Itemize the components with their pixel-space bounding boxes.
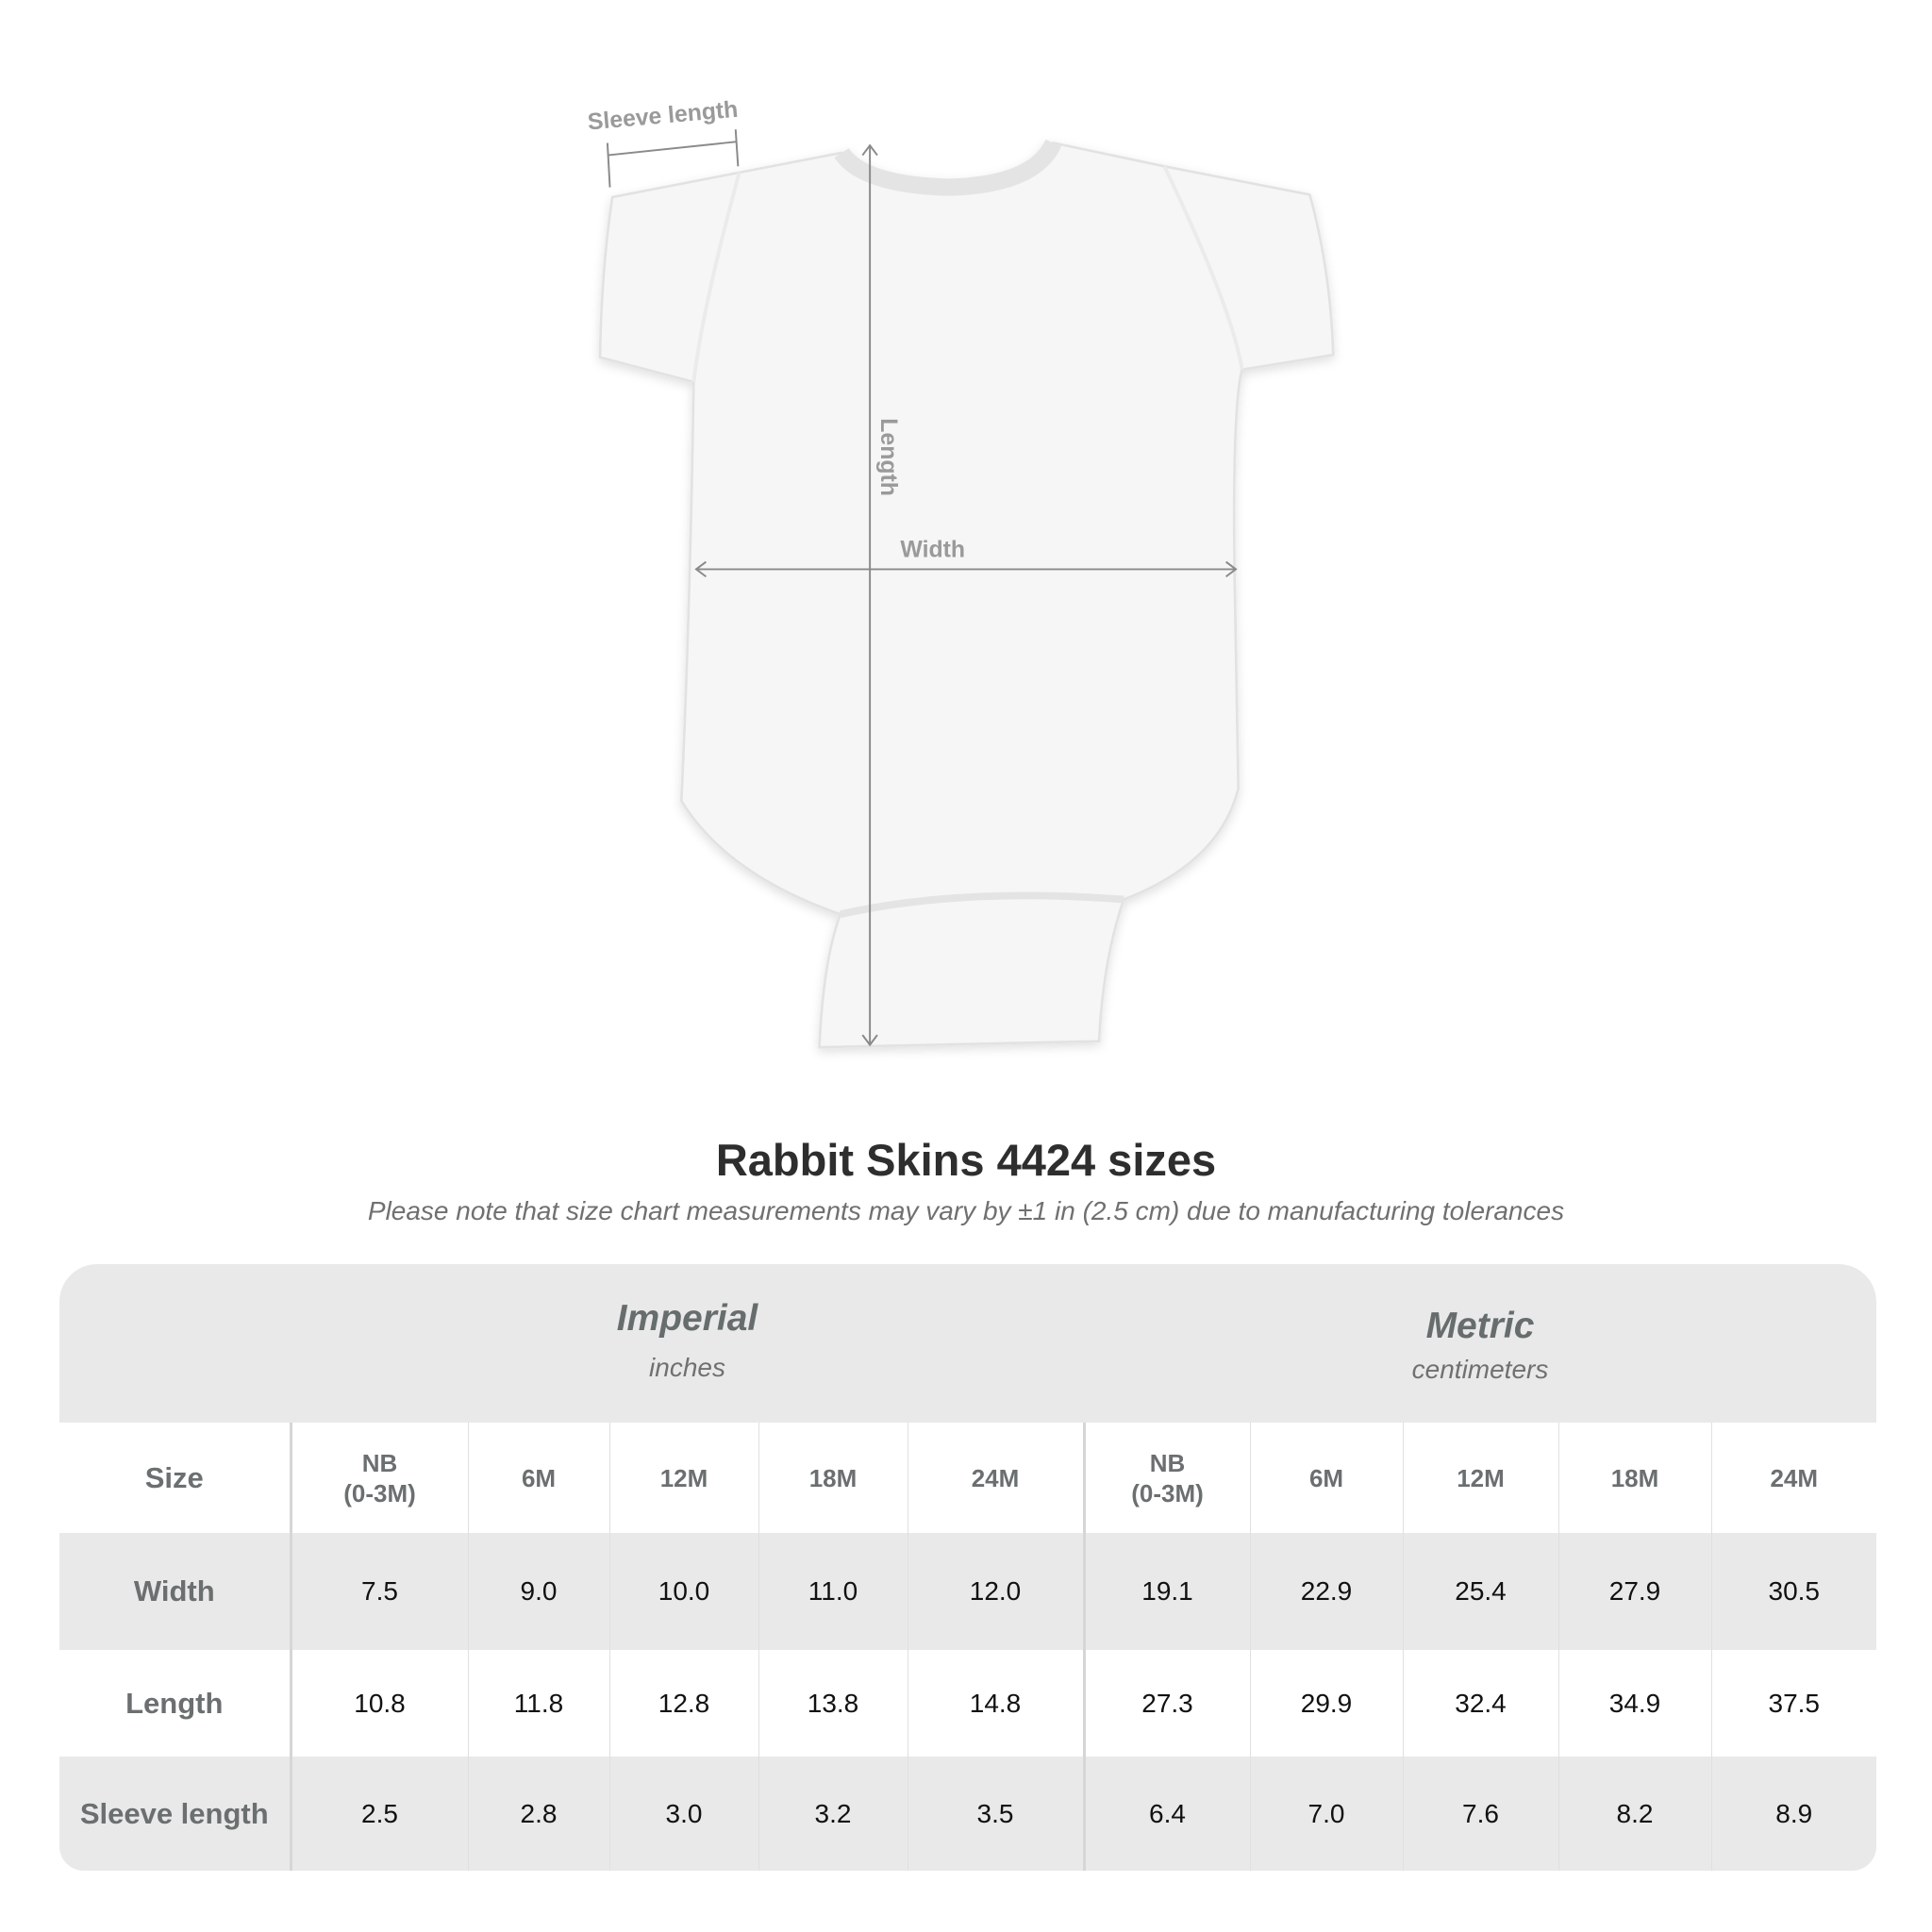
imperial-value-cell: 12.0 [907,1533,1084,1650]
width-measure-line [694,560,1238,578]
sleeve-measure-line [606,129,740,188]
row-label: Width [59,1533,291,1650]
tolerance-note: Please note that size chart measurements… [367,1196,1565,1225]
metric-value-cell: 7.6 [1402,1757,1558,1871]
table-row: Sleeve length 2.5 2.8 3.0 3.2 3.5 6.4 7.0 7.6 8.2… [59,1757,1876,1871]
imperial-value-cell: 7.5 [289,1533,468,1650]
size-col: 24M [1710,1423,1876,1533]
metric-header: Metric centimeters [1084,1306,1876,1464]
metric-value-cell: 32.4 [1402,1650,1558,1757]
size-header: Size [59,1423,291,1533]
size-table: Size NB (0-3M) 6M 12M 18M 24M NB (0-3M) 6M… [59,1423,1876,1871]
metric-value-cell: 27.9 [1557,1533,1711,1650]
metric-value-cell: 19.1 [1082,1533,1250,1650]
metric-value-cell: 7.0 [1249,1757,1403,1871]
imperial-value-cell: 11.0 [758,1533,908,1650]
imperial-value-cell: 10.0 [608,1533,758,1650]
length-measure-line [861,143,878,1047]
imperial-value-cell: 3.5 [907,1757,1084,1871]
table-row: Length 10.8 11.8 12.8 13.8 14.8 27.3 29.9 32.4 34… [59,1650,1876,1757]
metric-unit: centimeters [1411,1355,1549,1384]
metric-value-cell: 30.5 [1710,1533,1876,1650]
width-label: Width [900,537,965,562]
metric-value-cell: 37.5 [1710,1650,1876,1757]
metric-value-cell: 25.4 [1402,1533,1558,1650]
row-label: Sleeve length [59,1757,291,1871]
metric-label: Metric [1425,1306,1535,1346]
size-col: NB (0-3M) [289,1423,468,1533]
imperial-header: Imperial inches [291,1298,1084,1457]
metric-value-cell: 6.4 [1082,1757,1250,1871]
sleeve-length-label: Sleeve length [587,97,740,136]
imperial-value-cell: 9.0 [467,1533,609,1650]
size-col: 6M [1249,1423,1403,1533]
size-chart-table: Imperial inches Metric centimeters Size … [59,1264,1876,1871]
imperial-value-cell: 12.8 [608,1650,758,1757]
imperial-unit: inches [649,1353,725,1382]
size-col: NB (0-3M) [1082,1423,1250,1533]
size-col: 18M [1557,1423,1711,1533]
length-label: Length [875,418,901,496]
imperial-value-cell: 3.2 [758,1757,908,1871]
size-col: 12M [608,1423,758,1533]
imperial-value-cell: 10.8 [289,1650,468,1757]
size-col: 6M [467,1423,609,1533]
metric-value-cell: 8.9 [1710,1757,1876,1871]
onesie-illustration [598,139,1335,1049]
metric-value-cell: 29.9 [1249,1650,1403,1757]
size-col: 12M [1402,1423,1558,1533]
imperial-value-cell: 3.0 [608,1757,758,1871]
imperial-label: Imperial [616,1298,758,1339]
metric-value-cell: 8.2 [1557,1757,1711,1871]
imperial-value-cell: 11.8 [467,1650,609,1757]
size-col: 18M [758,1423,908,1533]
metric-value-cell: 27.3 [1082,1650,1250,1757]
imperial-value-cell: 14.8 [907,1650,1084,1757]
size-col: 24M [907,1423,1084,1533]
page-title: Rabbit Skins 4424 sizes [715,1135,1217,1185]
size-header-row: Size NB (0-3M) 6M 12M 18M 24M NB (0-3M) 6M… [59,1423,1876,1533]
metric-value-cell: 22.9 [1249,1533,1403,1650]
row-label: Length [59,1650,291,1757]
metric-value-cell: 34.9 [1557,1650,1711,1757]
imperial-value-cell: 2.8 [467,1757,609,1871]
imperial-value-cell: 2.5 [289,1757,468,1871]
imperial-value-cell: 13.8 [758,1650,908,1757]
table-row: Width 7.5 9.0 10.0 11.0 12.0 19.1 22.9 25.4 27.9 3… [59,1533,1876,1650]
